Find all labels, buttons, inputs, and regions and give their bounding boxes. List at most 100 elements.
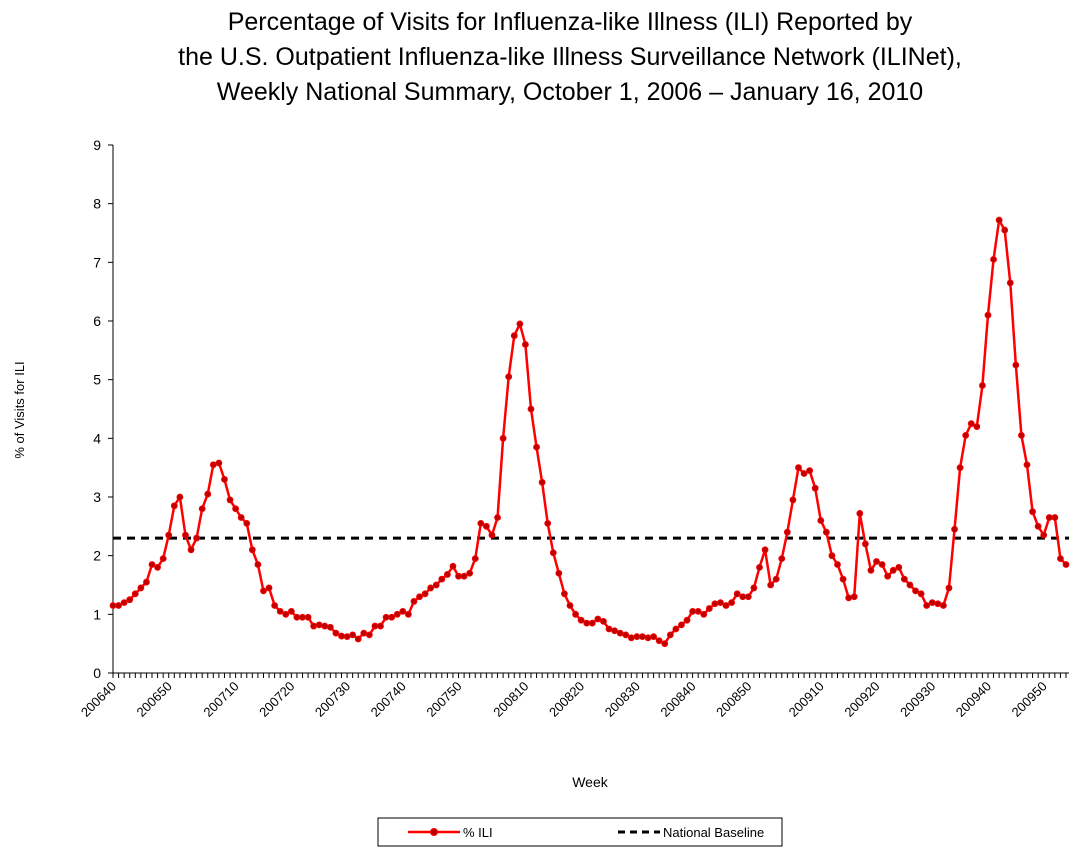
x-tick-label: 200930 [897,679,938,720]
x-tick-label: 200820 [546,679,587,720]
y-tick-label: 2 [93,548,101,564]
point [783,528,791,536]
point [221,475,228,483]
point [332,629,340,637]
point [343,633,351,641]
point [705,605,713,612]
point [276,608,284,615]
point [861,540,869,548]
point [1051,514,1059,521]
point [644,634,652,642]
point [131,590,139,598]
point [650,633,657,641]
point [917,590,925,598]
point [1057,555,1064,562]
y-tick-label: 8 [93,196,101,212]
point [967,420,975,428]
point [889,566,897,574]
series-line [113,216,1067,646]
point [733,590,741,598]
point [767,581,775,589]
point [421,590,429,598]
point [449,562,457,570]
point [811,484,819,492]
point [655,637,663,645]
point [354,635,362,643]
y-tick-label: 1 [93,606,101,622]
point [577,616,585,624]
point [895,564,903,571]
x-tick-label: 200840 [657,679,698,720]
point [789,496,797,504]
title-line: Weekly National Summary, October 1, 2006… [217,78,923,106]
point [828,552,836,560]
point [377,622,384,630]
point [928,599,936,606]
point [254,561,262,568]
y-tick-label: 7 [93,254,101,270]
x-tick-label: 200710 [200,679,241,720]
point [778,555,786,562]
point [884,572,892,580]
title-line: the U.S. Outpatient Influenza-like Illne… [178,43,962,71]
x-tick-label: 200910 [786,679,827,720]
point [533,443,540,451]
point [1012,361,1020,369]
point [951,525,958,533]
point [1040,531,1048,539]
point [622,631,630,639]
point [544,520,552,527]
point [282,610,290,618]
point [1023,461,1031,469]
point [499,434,507,442]
point [711,600,719,608]
y-tick-label: 0 [93,665,101,681]
point [326,623,334,631]
point [287,608,295,615]
x-tick-label: 200740 [368,679,409,720]
point [817,517,825,524]
point [148,561,156,568]
point [349,631,357,639]
point [639,633,646,641]
point [672,625,680,633]
point [243,520,251,527]
point [906,581,914,589]
point [1029,508,1036,516]
point [561,590,568,598]
point [979,382,986,389]
point [265,584,273,592]
x-axis-label: Week [572,774,609,790]
point [962,431,970,439]
point [1001,226,1009,234]
point [549,549,557,557]
point [471,555,479,562]
x-tick-label: 200640 [78,679,119,720]
point [594,615,602,623]
point [443,571,451,578]
x-tick-label: 200810 [490,679,531,720]
point [187,546,195,554]
point [159,555,167,562]
point [744,593,752,601]
point [154,564,161,571]
x-tick-label: 200850 [713,679,754,720]
point [600,617,607,625]
point [945,584,953,592]
point [209,461,217,469]
point [321,622,329,630]
point [800,470,808,477]
point [527,405,535,413]
point [873,558,880,565]
point [973,423,981,431]
point [756,564,763,571]
point [1034,522,1042,530]
point [126,596,134,604]
point [237,514,245,521]
point [761,546,769,554]
point [795,464,802,472]
legend-label: National Baseline [663,825,764,840]
point [371,622,379,630]
point [728,599,736,606]
point [338,632,345,640]
